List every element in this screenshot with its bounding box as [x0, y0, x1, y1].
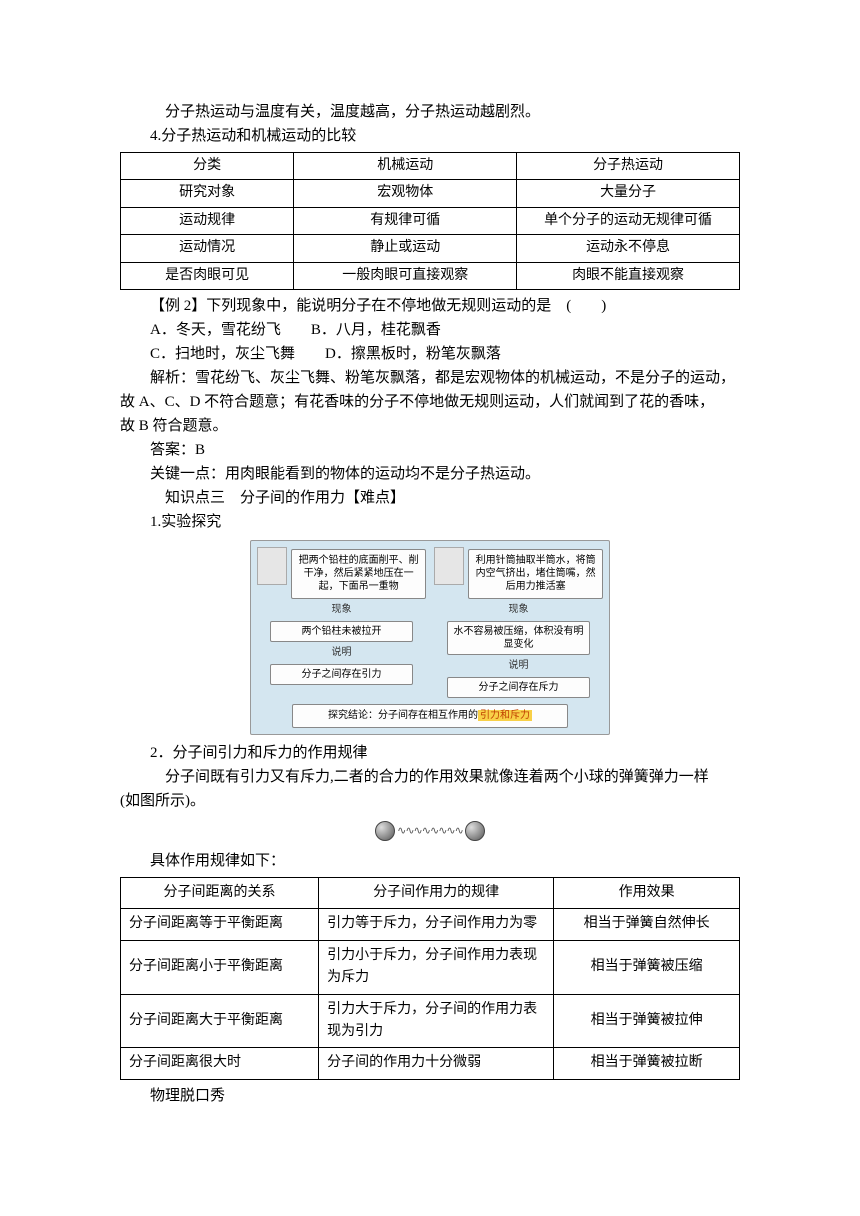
footer-text: 物理脱口秀 — [120, 1084, 740, 1108]
cell: 分子间距离小于平衡距离 — [121, 940, 319, 994]
right-setup: 利用针筒抽取半筒水，将筒内空气挤出，堵住筒嘴，然后用力推活塞 — [468, 549, 603, 599]
explain-label: 说明 — [509, 658, 529, 674]
rules-table: 分子间距离的关系 分子间作用力的规律 作用效果 分子间距离等于平衡距离 引力等于… — [120, 877, 740, 1080]
comparison-table: 分类 机械运动 分子热运动 研究对象 宏观物体 大量分子 运动规律 有规律可循 … — [120, 152, 740, 290]
left-phen: 两个铅柱未被拉开 — [270, 621, 414, 642]
experiment-diagram: 把两个铅柱的底面削平、削干净，然后紧紧地压在一起，下面吊一重物 现象 两个铅柱未… — [250, 540, 610, 735]
cell: 引力小于斥力，分子间作用力表现为斥力 — [319, 940, 554, 994]
cell: 机械运动 — [294, 153, 517, 180]
table-row: 分子间距离大于平衡距离 引力大于斥力，分子间的作用力表现为引力 相当于弹簧被拉伸 — [121, 994, 740, 1048]
diagram-left-col: 把两个铅柱的底面削平、削干净，然后紧紧地压在一起，下面吊一重物 现象 两个铅柱未… — [257, 547, 426, 700]
explain-label: 说明 — [332, 645, 352, 661]
cell: 相当于弹簧被压缩 — [554, 940, 740, 994]
cell: 有规律可循 — [294, 207, 517, 234]
cell: 运动情况 — [121, 235, 294, 262]
left-result: 分子之间存在引力 — [270, 664, 414, 685]
table-row: 运动规律 有规律可循 单个分子的运动无规律可循 — [121, 207, 740, 234]
cell: 分子间距离等于平衡距离 — [121, 909, 319, 940]
cell: 一般肉眼可直接观察 — [294, 262, 517, 289]
cell: 研究对象 — [121, 180, 294, 207]
table-row: 运动情况 静止或运动 运动永不停息 — [121, 235, 740, 262]
table-row: 分类 机械运动 分子热运动 — [121, 153, 740, 180]
cell: 引力等于斥力，分子间作用力为零 — [319, 909, 554, 940]
right-phen: 水不容易被压缩，体积没有明显变化 — [447, 621, 591, 655]
cell: 分子间距离的关系 — [121, 877, 319, 908]
experiment-image-left — [257, 547, 287, 585]
phen-label: 现象 — [332, 602, 352, 618]
experiment-image-right — [434, 547, 464, 585]
sec2-para2: (如图所示)。 — [120, 789, 740, 813]
option-c: C．扫地时，灰尘飞舞 D．擦黑板时，粉笔灰飘落 — [120, 342, 740, 366]
table-row: 分子间距离等于平衡距离 引力等于斥力，分子间作用力为零 相当于弹簧自然伸长 — [121, 909, 740, 940]
cell: 相当于弹簧被拉断 — [554, 1048, 740, 1079]
phen-label: 现象 — [509, 602, 529, 618]
diagram-right-col: 利用针筒抽取半筒水，将筒内空气挤出，堵住筒嘴，然后用力推活塞 现象 水不容易被压… — [434, 547, 603, 700]
left-setup: 把两个铅柱的底面削平、削干净，然后紧紧地压在一起，下面吊一重物 — [291, 549, 426, 599]
diagram-conclusion: 探究结论：分子间存在相互作用的引力和斥力 — [292, 704, 569, 728]
intro-line2: 4.分子热运动和机械运动的比较 — [120, 124, 740, 148]
explain-3: 故 B 符合题意。 — [120, 414, 740, 438]
sec2-para: 分子间既有引力又有斥力,二者的合力的作用效果就像连着两个小球的弹簧弹力一样 — [120, 765, 740, 789]
cell: 运动永不停息 — [517, 235, 740, 262]
spring-icon: ∿∿∿∿∿∿∿∿ — [395, 822, 465, 840]
ball-left-icon — [375, 821, 395, 841]
cell: 分子间作用力的规律 — [319, 877, 554, 908]
explain-1: 解析：雪花纷飞、灰尘飞舞、粉笔灰飘落，都是宏观物体的机械运动，不是分子的运动， — [120, 366, 740, 390]
table-row: 研究对象 宏观物体 大量分子 — [121, 180, 740, 207]
cell: 分子间距离很大时 — [121, 1048, 319, 1079]
intro-line1: 分子热运动与温度有关，温度越高，分子热运动越剧烈。 — [120, 100, 740, 124]
kp3-sub1: 1.实验探究 — [120, 510, 740, 534]
conclusion-label: 探究结论：分子间存在相互作用的 — [328, 710, 478, 721]
table-row: 是否肉眼可见 一般肉眼可直接观察 肉眼不能直接观察 — [121, 262, 740, 289]
option-a: A．冬天，雪花纷飞 B．八月，桂花飘香 — [120, 318, 740, 342]
cell: 运动规律 — [121, 207, 294, 234]
cell: 相当于弹簧被拉伸 — [554, 994, 740, 1048]
cell: 分子间距离大于平衡距离 — [121, 994, 319, 1048]
explain-2: 故 A、C、D 不符合题意；有花香味的分子不停地做无规则运动，人们就闻到了花的香… — [120, 390, 740, 414]
cell: 是否肉眼可见 — [121, 262, 294, 289]
answer: 答案：B — [120, 438, 740, 462]
cell: 肉眼不能直接观察 — [517, 262, 740, 289]
cell: 分子间的作用力十分微弱 — [319, 1048, 554, 1079]
cell: 单个分子的运动无规律可循 — [517, 207, 740, 234]
example-question: 【例 2】下列现象中，能说明分子在不停地做无规则运动的是 ( ) — [120, 294, 740, 318]
key-point: 关键一点：用肉眼能看到的物体的运动均不是分子热运动。 — [120, 462, 740, 486]
rule-intro: 具体作用规律如下： — [120, 849, 740, 873]
cell: 引力大于斥力，分子间的作用力表现为引力 — [319, 994, 554, 1048]
table-row: 分子间距离很大时 分子间的作用力十分微弱 相当于弹簧被拉断 — [121, 1048, 740, 1079]
table-row: 分子间距离的关系 分子间作用力的规律 作用效果 — [121, 877, 740, 908]
spring-figure: ∿∿∿∿∿∿∿∿ — [120, 821, 740, 841]
right-result: 分子之间存在斥力 — [447, 677, 591, 698]
cell: 作用效果 — [554, 877, 740, 908]
cell: 静止或运动 — [294, 235, 517, 262]
table-row: 分子间距离小于平衡距离 引力小于斥力，分子间作用力表现为斥力 相当于弹簧被压缩 — [121, 940, 740, 994]
cell: 宏观物体 — [294, 180, 517, 207]
ball-right-icon — [465, 821, 485, 841]
kp3-title: 知识点三 分子间的作用力【难点】 — [120, 486, 740, 510]
cell: 相当于弹簧自然伸长 — [554, 909, 740, 940]
conclusion-highlight: 引力和斥力 — [478, 710, 532, 721]
sec2-title: 2．分子间引力和斥力的作用规律 — [120, 741, 740, 765]
cell: 分子热运动 — [517, 153, 740, 180]
cell: 分类 — [121, 153, 294, 180]
cell: 大量分子 — [517, 180, 740, 207]
